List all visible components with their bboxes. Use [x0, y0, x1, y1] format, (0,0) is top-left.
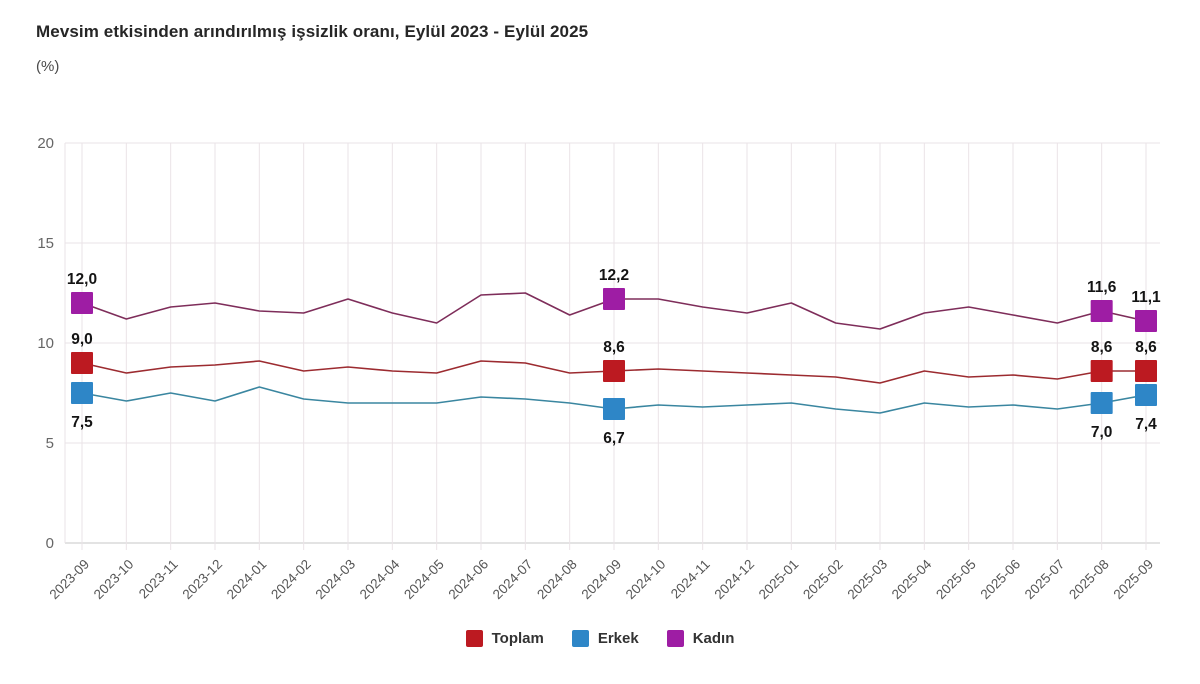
- marker-kad-n-2025-08: [1090, 300, 1113, 322]
- chart-title: Mevsim etkisinden arındırılmış işsizlik …: [36, 22, 589, 41]
- marker-erkek-2025-09: [1135, 384, 1157, 406]
- value-label-erkek-2023-09: 7,5: [71, 414, 93, 431]
- marker-erkek-2023-09: [71, 382, 93, 404]
- value-label-erkek-2024-09: 6,7: [603, 430, 625, 447]
- legend-item-kad-n[interactable]: Kadın: [666, 630, 735, 647]
- value-label-erkek-2025-09: 7,4: [1135, 416, 1157, 433]
- marker-kad-n-2025-09: [1135, 310, 1157, 332]
- y-tick-label: 5: [46, 435, 54, 452]
- value-label-kad-n-2024-09: 12,2: [599, 267, 629, 284]
- x-tick-label: 2024-03: [312, 557, 358, 603]
- marker-toplam-2025-09: [1135, 360, 1157, 382]
- legend-item-erkek[interactable]: Erkek: [571, 630, 639, 647]
- x-tick-label: 2023-11: [136, 557, 181, 602]
- value-label-toplam-2024-09: 8,6: [603, 339, 625, 356]
- legend-swatch-erkek: [571, 630, 589, 647]
- x-tick-label: 2024-06: [445, 557, 491, 603]
- x-tick-label: 2024-09: [578, 557, 624, 603]
- x-tick-label: 2025-08: [1066, 557, 1112, 603]
- x-tick-label: 2023-12: [179, 557, 225, 603]
- legend-swatch-toplam: [465, 630, 483, 647]
- x-tick-label: 2025-06: [977, 557, 1023, 603]
- marker-toplam-2023-09: [71, 352, 93, 374]
- x-tick-label: 2025-09: [1110, 557, 1156, 603]
- value-label-kad-n-2025-08: 11,6: [1087, 279, 1117, 296]
- marker-erkek-2024-09: [603, 398, 625, 420]
- marker-kad-n-2024-09: [603, 288, 625, 310]
- legend-label-kad-n: Kadın: [692, 630, 735, 647]
- x-tick-label: 2024-02: [268, 557, 314, 603]
- value-label-toplam-2025-08: 8,6: [1091, 339, 1113, 356]
- x-tick-label: 2024-05: [401, 557, 447, 603]
- value-label-kad-n-2025-09: 11,1: [1131, 289, 1161, 306]
- x-tick-label: 2024-04: [357, 556, 403, 602]
- legend-swatch-kad-n: [666, 630, 684, 647]
- chart-legend: Toplam Erkek Kadın: [0, 630, 1200, 647]
- marker-kad-n-2023-09: [71, 292, 93, 314]
- x-tick-label: 2024-01: [224, 557, 270, 603]
- x-tick-label: 2025-05: [933, 557, 979, 603]
- x-tick-label: 2024-07: [490, 557, 536, 603]
- y-tick-label: 15: [37, 235, 54, 252]
- x-tick-label: 2023-10: [91, 557, 137, 603]
- x-tick-label: 2025-04: [889, 556, 935, 602]
- x-tick-label: 2025-03: [844, 557, 890, 603]
- x-tick-label: 2024-12: [711, 557, 757, 603]
- marker-erkek-2025-08: [1090, 392, 1113, 414]
- marker-toplam-2024-09: [603, 360, 625, 382]
- chart-unit-label: (%): [36, 58, 60, 75]
- y-tick-label: 20: [37, 135, 54, 152]
- y-tick-label: 0: [46, 535, 54, 552]
- x-tick-label: 2025-01: [756, 557, 802, 603]
- legend-item-toplam[interactable]: Toplam: [465, 630, 544, 647]
- y-tick-label: 10: [37, 335, 54, 352]
- legend-label-erkek: Erkek: [597, 630, 639, 647]
- value-label-toplam-2025-09: 8,6: [1135, 339, 1157, 356]
- marker-toplam-2025-08: [1090, 360, 1113, 382]
- x-tick-label: 2024-11: [668, 557, 713, 602]
- x-tick-label: 2025-02: [800, 557, 846, 603]
- x-tick-label: 2023-09: [46, 557, 92, 603]
- x-tick-label: 2025-07: [1022, 557, 1068, 603]
- value-label-toplam-2023-09: 9,0: [71, 331, 93, 348]
- x-tick-label: 2024-08: [534, 557, 580, 603]
- value-label-erkek-2025-08: 7,0: [1091, 424, 1113, 441]
- legend-label-toplam: Toplam: [491, 630, 544, 647]
- value-label-kad-n-2023-09: 12,0: [67, 271, 97, 288]
- x-tick-label: 2024-10: [623, 557, 669, 603]
